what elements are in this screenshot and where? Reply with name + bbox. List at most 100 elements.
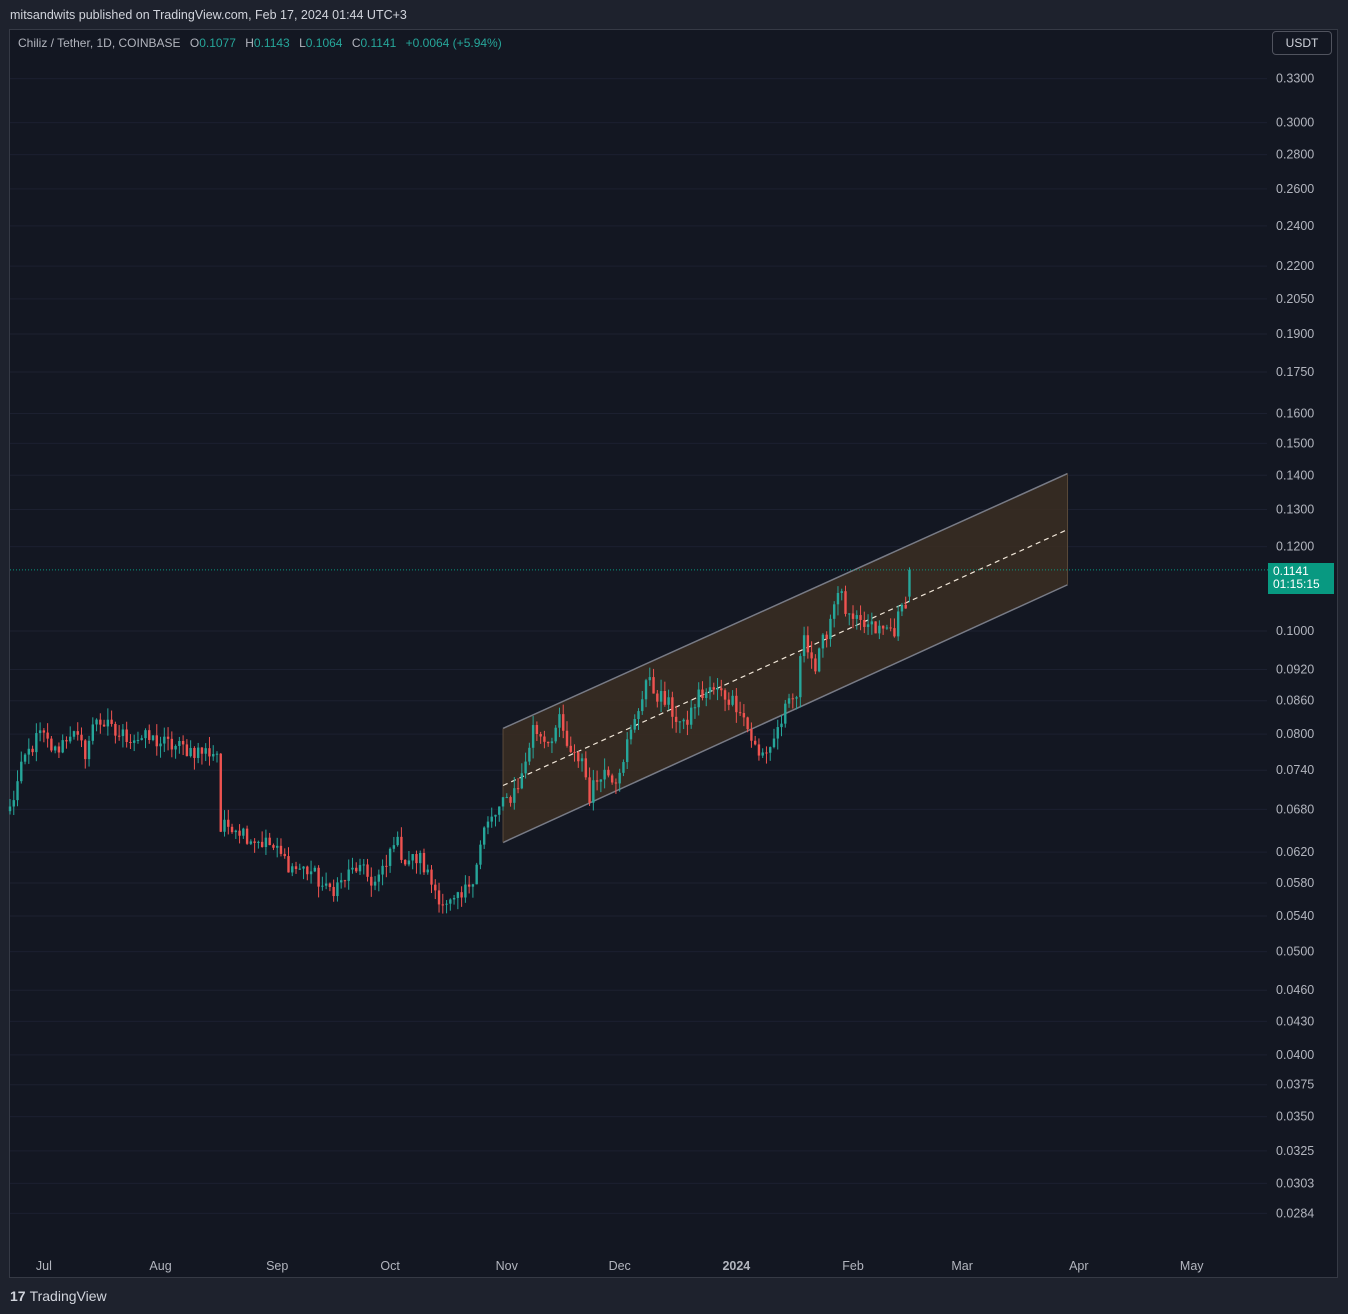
candle-body [490,816,493,822]
candle-body [343,880,347,882]
channel-upper-line [502,472,1068,730]
candle-body [351,867,354,870]
symbol-legend: Chiliz / Tether, 1D, COINBASE O0.1077 H0… [18,36,502,50]
currency-button[interactable]: USDT [1272,31,1332,55]
candle-body [742,713,746,718]
candle-body [460,892,463,898]
candle-body [57,746,61,753]
candle-body [761,752,764,756]
candle-body [95,719,98,725]
time-tick-label: Jul [36,1259,52,1273]
low-label: L [299,36,306,50]
candle-body [230,826,234,833]
candle-body [403,859,407,865]
candle-body [693,707,697,709]
price-tick-label: 0.2050 [1276,292,1314,306]
candle-body [291,866,294,873]
candle-body [629,729,633,740]
candle-body [866,624,870,627]
candle-body [227,819,230,827]
candle-body [885,627,889,629]
candle-body [219,753,222,832]
candle-body [727,699,731,705]
candle-body [445,903,448,905]
candle-body [641,699,644,712]
brand-name: TradingView [29,1288,107,1304]
price-tick-label: 0.3300 [1276,72,1314,86]
candle-body [437,890,441,905]
candle-body [91,724,94,741]
price-tick-label: 0.0460 [1276,983,1314,997]
candle-body [362,864,365,866]
candle-body [908,569,911,597]
candle-body [20,761,23,782]
candle-body [833,604,836,619]
candle-body [144,730,147,739]
candle-body [257,841,260,843]
open-value: 0.1077 [199,36,236,50]
candle-body [189,747,192,757]
candle-body [381,865,384,875]
candle-body [238,830,241,836]
price-tick-label: 0.0740 [1276,763,1314,777]
candle-body [769,747,772,753]
candle-body [697,689,700,708]
candle-body [531,725,535,748]
price-tick-label: 0.0680 [1276,802,1314,816]
candle-body [396,836,399,846]
symbol-name[interactable]: Chiliz / Tether, 1D, COINBASE [18,36,181,50]
candle-body [426,869,429,873]
candle-body [848,613,851,615]
candle-body [464,884,467,898]
candle-body [370,876,373,886]
candle-body [99,719,102,725]
candle-body [863,619,866,627]
price-tick-label: 0.2600 [1276,182,1314,196]
candle-body [69,736,72,742]
candle-body [50,738,53,751]
candle-body [520,773,524,789]
candle-body [208,748,211,757]
price-tick-label: 0.0860 [1276,694,1314,708]
close-label: C [351,36,361,50]
candle-body [347,869,350,881]
candle-body [411,854,414,861]
candle-body [332,886,335,897]
candle-body [791,698,795,700]
candle-body [125,729,128,743]
candle-body [656,693,659,702]
regression-channel[interactable] [502,472,1069,844]
candle-body [802,635,806,657]
candle-body [562,714,565,731]
candle-body [494,814,497,817]
candle-body [283,853,286,857]
candle-body [452,897,456,900]
candle-body [27,748,31,755]
price-tick-label: 0.0400 [1276,1048,1314,1062]
candle-body [313,867,317,872]
last-price-value: 0.1141 [1273,564,1309,578]
candle-body [565,730,569,746]
candle-body [400,836,403,860]
price-axis[interactable]: 0.3300 0.3000 0.2800 0.2600 0.2400 0.2200 0.20… [1276,72,1314,1221]
time-tick-label: Oct [380,1259,400,1273]
candle-body [181,741,185,745]
candle-body [893,628,896,637]
candle-body [215,753,219,755]
candle-body [881,625,885,629]
candle-body [516,788,520,790]
tradingview-footer[interactable]: 17 TradingView [10,1288,107,1304]
candle-body [377,874,381,882]
candle-body [840,591,843,593]
candle-body [479,844,482,865]
candle-body [626,739,629,763]
candle-body [825,634,828,640]
candle-body [449,899,452,904]
candle-body [12,800,15,807]
candle-body [441,904,444,906]
bar-countdown: 01:15:15 [1273,577,1320,591]
candle-body [434,884,437,891]
time-axis[interactable]: Jul Aug Sep Oct Nov Dec 2024 Feb Mar Apr May [36,1259,1204,1273]
candle-body [268,837,271,846]
